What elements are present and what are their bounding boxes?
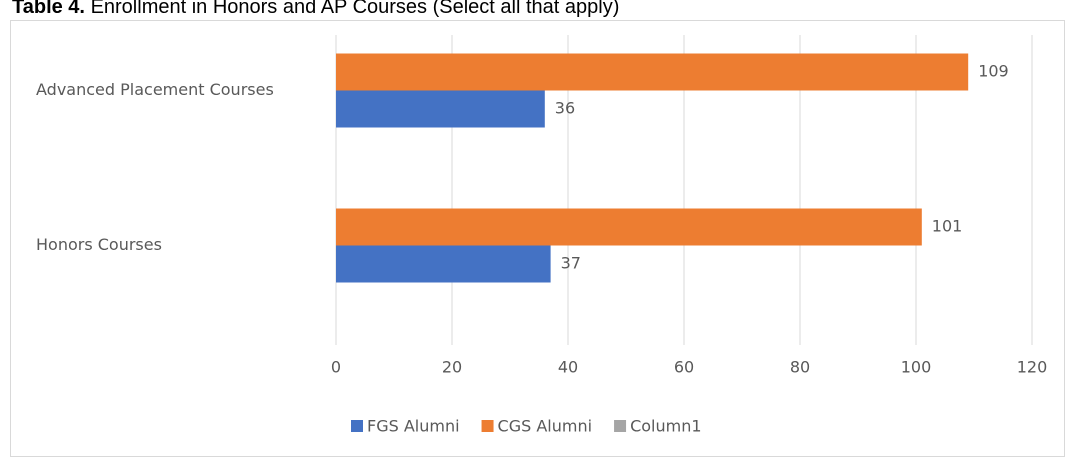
bar	[336, 208, 922, 246]
legend-swatch	[351, 420, 363, 432]
legend-label: Column1	[630, 417, 701, 436]
title-label: Table 4.	[12, 0, 85, 18]
y-tick-label: Honors Courses	[36, 235, 162, 254]
bar	[336, 245, 551, 283]
chart-title: Table 4. Enrollment in Honors and AP Cou…	[12, 0, 619, 18]
x-tick-label: 120	[1017, 358, 1048, 377]
data-label: 36	[555, 99, 575, 118]
x-tick-label: 40	[558, 358, 578, 377]
x-tick-label: 0	[331, 358, 341, 377]
x-tick-label: 20	[442, 358, 462, 377]
legend-swatch	[614, 420, 627, 432]
data-label: 109	[978, 62, 1009, 81]
legend-label: CGS Alumni	[498, 417, 593, 436]
legend-swatch	[481, 420, 494, 432]
x-tick-label: 80	[790, 358, 810, 377]
bar	[336, 90, 545, 128]
x-tick-label: 60	[674, 358, 694, 377]
legend-label: FGS Alumni	[367, 417, 460, 436]
y-tick-label: Advanced Placement Courses	[36, 80, 274, 99]
bar	[336, 53, 969, 91]
data-label: 37	[561, 254, 581, 273]
title-text: Enrollment in Honors and AP Courses (Sel…	[91, 0, 620, 18]
x-tick-label: 100	[901, 358, 932, 377]
data-label: 101	[932, 217, 963, 236]
